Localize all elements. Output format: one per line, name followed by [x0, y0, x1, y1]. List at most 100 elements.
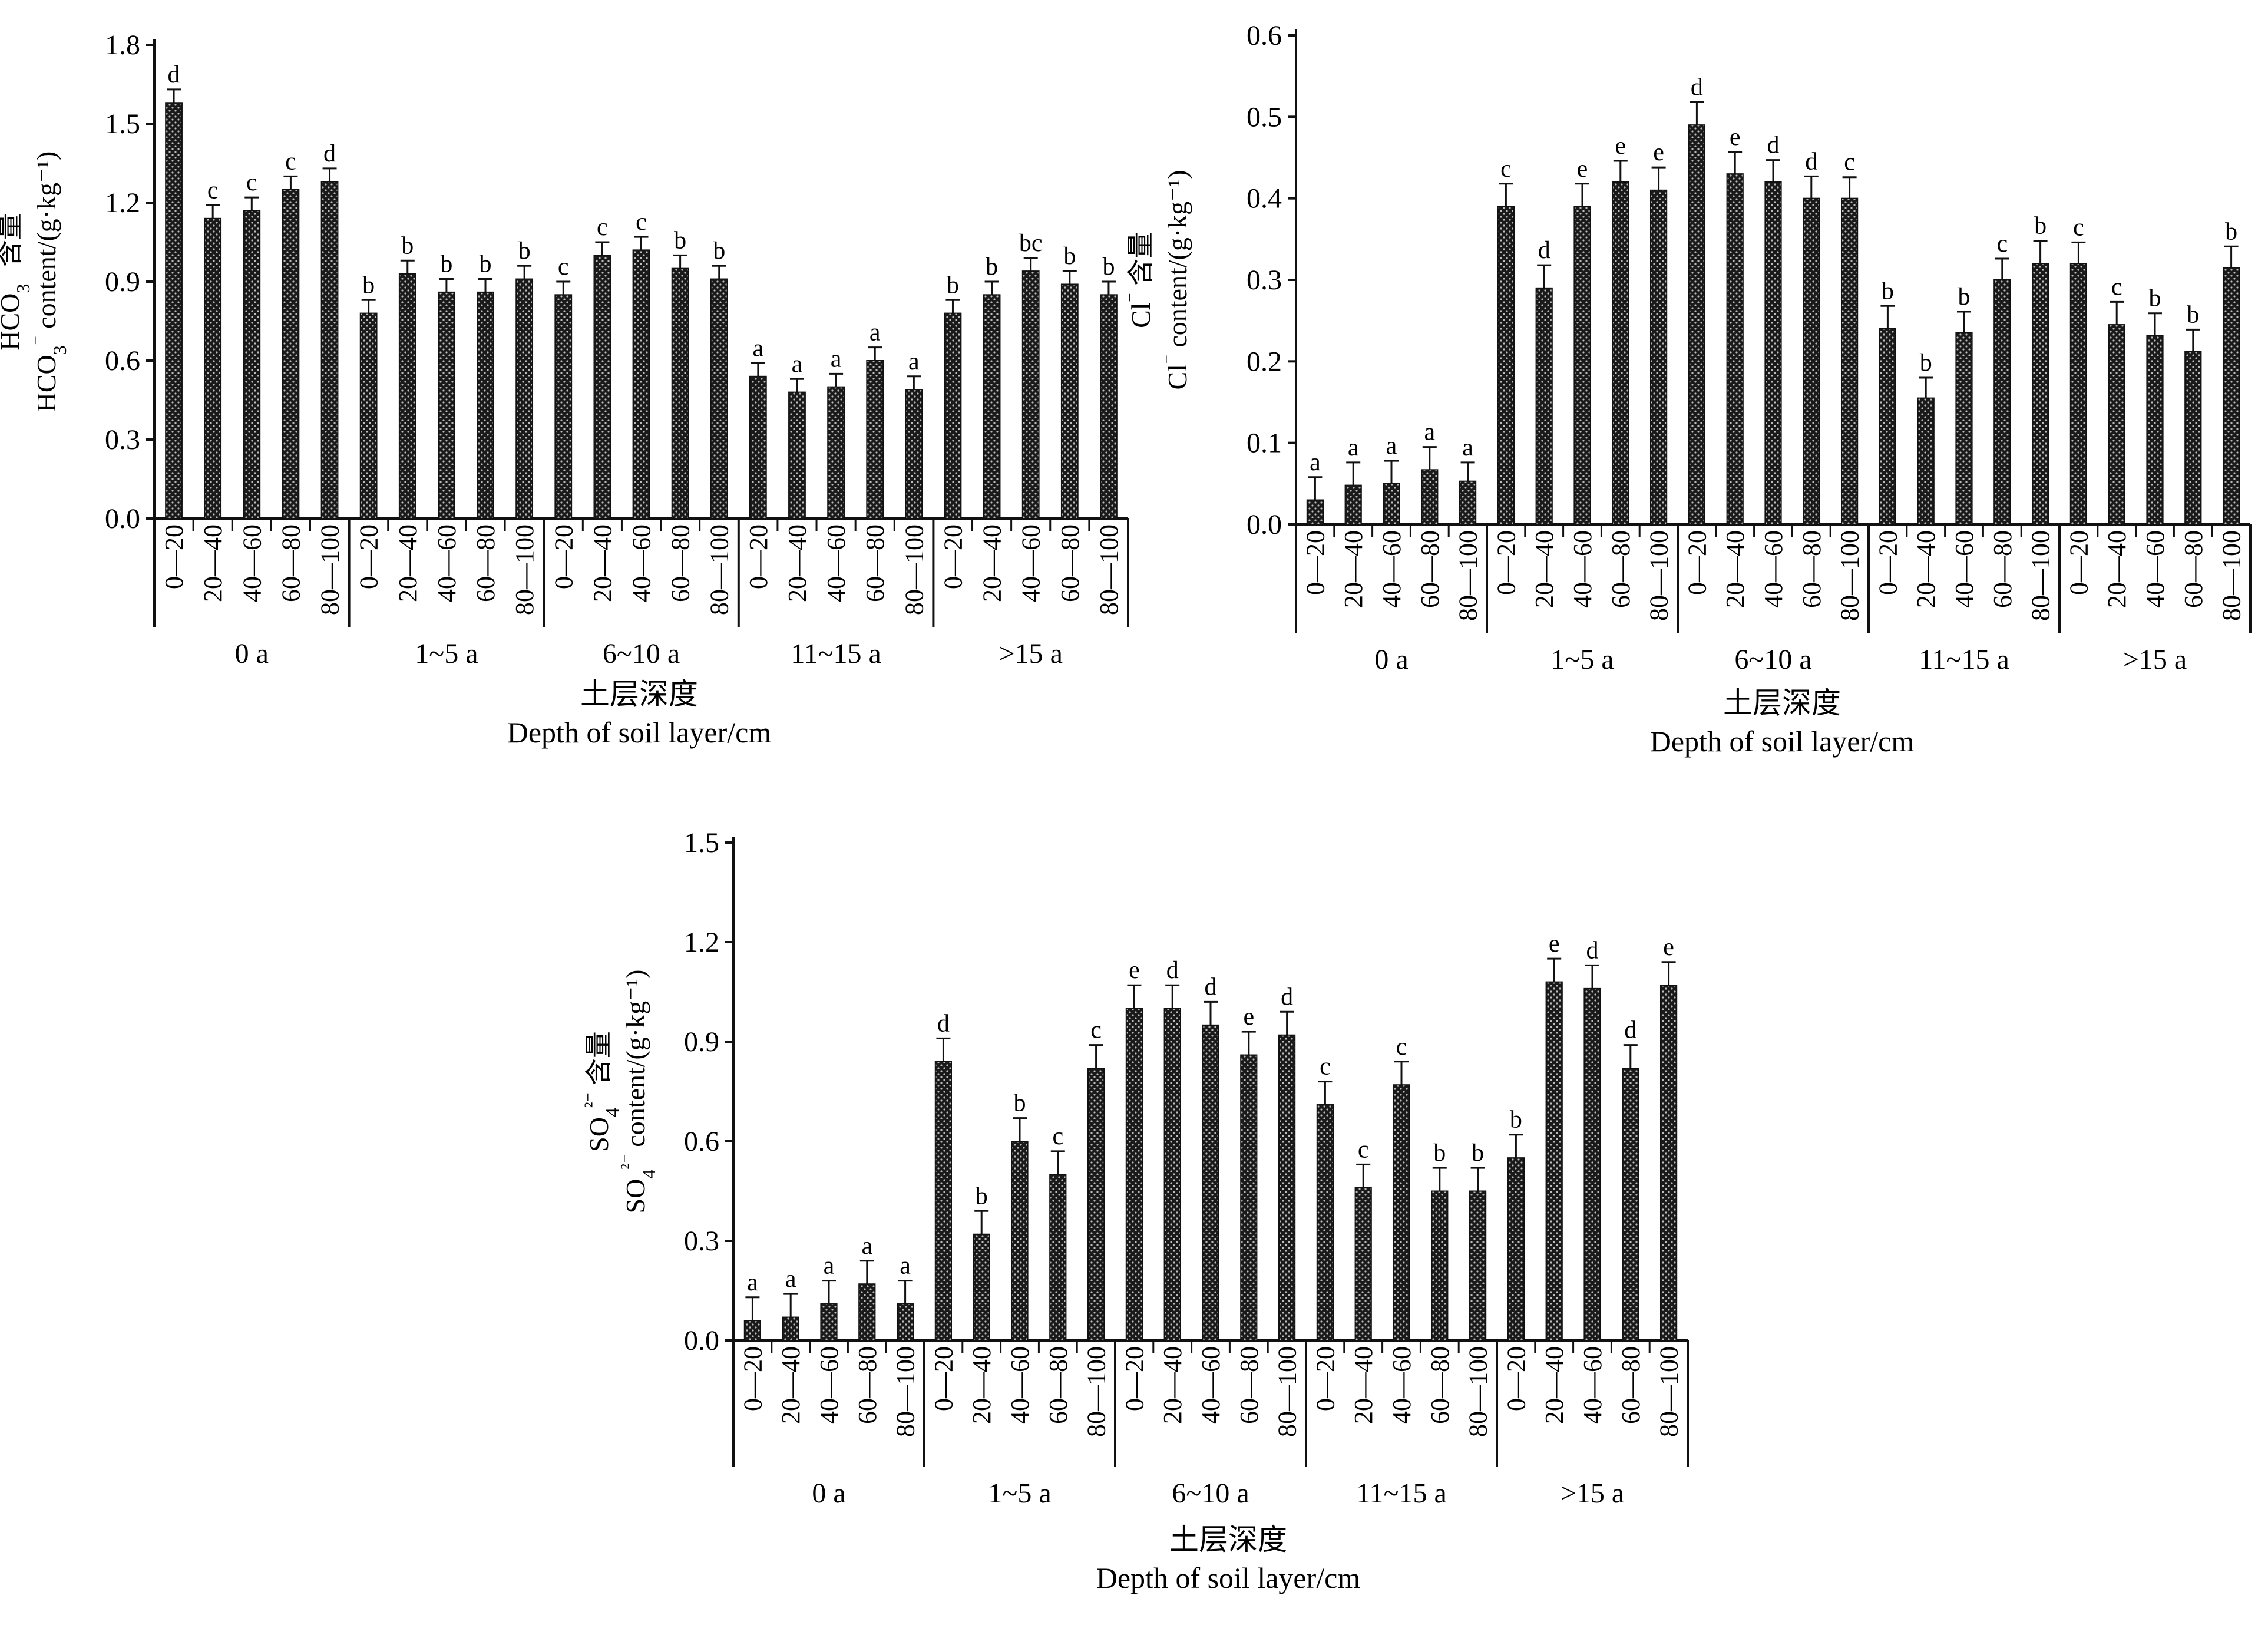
x-tick-label: 80—100	[705, 524, 734, 615]
x-tick-label: 60—80	[471, 524, 500, 602]
bar	[1649, 189, 1668, 526]
x-tick-label: 40—60	[1568, 530, 1597, 608]
bar	[743, 1320, 762, 1341]
x-tick-label: 60—80	[2179, 530, 2208, 608]
x-tick-label: 80—100	[891, 1346, 920, 1437]
significance-label: c	[246, 169, 257, 196]
x-tick-label: 40—60	[2141, 530, 2170, 608]
significance-label: a	[1386, 432, 1397, 460]
x-tick-label: 40—60	[1017, 524, 1046, 602]
bar	[1316, 1104, 1334, 1341]
bar	[827, 386, 845, 520]
significance-label: b	[401, 232, 414, 259]
significance-label: e	[1730, 124, 1741, 151]
x-tick-label: 20—40	[199, 524, 227, 602]
group-label: 6~10 a	[603, 638, 680, 669]
x-tick-label: 20—40	[978, 524, 1007, 602]
significance-label: d	[1767, 132, 1780, 159]
significance-label: d	[1281, 983, 1293, 1010]
bar	[1955, 332, 1973, 526]
bar	[1306, 499, 1324, 525]
bar	[398, 273, 416, 519]
group-label: 11~15 a	[1356, 1478, 1447, 1509]
significance-label: d	[1538, 237, 1550, 264]
x-tick-label: 40—60	[1196, 1346, 1225, 1424]
significance-label: a	[753, 335, 764, 362]
x-tick-label: 20—40	[588, 524, 617, 602]
y-tick-label: 0.3	[105, 424, 140, 455]
bar	[1240, 1054, 1258, 1341]
x-tick-label: 0—20	[549, 524, 578, 589]
x-tick-label: 20—40	[1158, 1346, 1187, 1424]
bar	[1431, 1190, 1449, 1341]
bar	[1688, 124, 1706, 525]
bar	[1011, 1141, 1029, 1341]
x-tick-label: 0—20	[1682, 530, 1711, 595]
x-tick-label: 20—40	[1912, 530, 1940, 608]
x-tick-label: 0—20	[355, 524, 383, 589]
significance-label: d	[1166, 957, 1179, 984]
x-tick-label: 60—80	[1426, 1346, 1454, 1424]
svg-text:Cl⁻ content/(g·kg⁻¹): Cl⁻ content/(g·kg⁻¹)	[1159, 170, 1192, 389]
significance-label: b	[1920, 349, 1932, 376]
significance-label: e	[1653, 139, 1664, 166]
bar	[165, 102, 183, 519]
significance-label: d	[1805, 148, 1817, 175]
y-tick-label: 0.1	[1247, 428, 1282, 459]
x-tick-label: 40—60	[1387, 1346, 1416, 1424]
bar	[1421, 469, 1439, 525]
group-label: 0 a	[1374, 644, 1408, 675]
group-label: >15 a	[2123, 644, 2187, 675]
x-tick-label: 80—100	[2026, 530, 2055, 621]
bar	[1917, 397, 1935, 525]
bar	[1622, 1068, 1639, 1341]
x-tick-label: 60—80	[276, 524, 305, 602]
x-tick-label: 60—80	[666, 524, 695, 602]
bar	[1125, 1008, 1143, 1341]
group-label: 11~15 a	[791, 638, 881, 669]
x-tick-label: 20—40	[2102, 530, 2131, 608]
bar	[1545, 981, 1563, 1341]
group-label: 6~10 a	[1172, 1478, 1249, 1509]
significance-label: c	[1090, 1017, 1102, 1044]
y-tick-label: 0.0	[684, 1325, 719, 1356]
significance-label: d	[1624, 1017, 1636, 1044]
x-tick-label: 0—20	[744, 524, 773, 589]
significance-label: c	[1320, 1053, 1331, 1081]
x-tick-label: 80—100	[510, 524, 539, 615]
x-tick-label: 80—100	[1655, 1346, 1684, 1437]
significance-label: c	[285, 148, 296, 175]
significance-label: b	[674, 227, 686, 254]
x-tick-label: 80—100	[1454, 530, 1483, 621]
x-tick-label: 80—100	[900, 524, 928, 615]
significance-label: b	[2149, 285, 2161, 312]
bar	[866, 360, 884, 519]
bar	[905, 389, 923, 520]
svg-text:SO4²⁻ content/(g·kg⁻¹): SO4²⁻ content/(g·kg⁻¹)	[617, 970, 659, 1214]
significance-label: a	[824, 1253, 835, 1280]
bar	[934, 1061, 953, 1342]
x-tick-label: 0—20	[160, 524, 189, 589]
bar	[983, 294, 1001, 519]
bar	[1469, 1190, 1487, 1341]
significance-label: b	[2187, 301, 2199, 328]
x-tick-label: 60—80	[1616, 1346, 1645, 1424]
group-label: 0 a	[235, 638, 269, 669]
x-tick-label: 0—20	[1120, 1346, 1149, 1411]
bar	[710, 278, 728, 519]
significance-label: a	[908, 348, 920, 375]
significance-label: b	[986, 253, 998, 280]
y-tick-label: 1.5	[105, 108, 140, 140]
significance-label: c	[1996, 230, 2008, 257]
significance-label: b	[1958, 283, 1971, 311]
significance-label: c	[1396, 1033, 1407, 1061]
significance-label: c	[1052, 1123, 1063, 1150]
significance-label: e	[1129, 957, 1140, 984]
x-tick-label: 60—80	[1235, 1346, 1264, 1424]
group-label: >15 a	[999, 638, 1063, 669]
y-tick-label: 0.0	[1247, 509, 1282, 540]
x-tick-label: 60—80	[1988, 530, 2017, 608]
